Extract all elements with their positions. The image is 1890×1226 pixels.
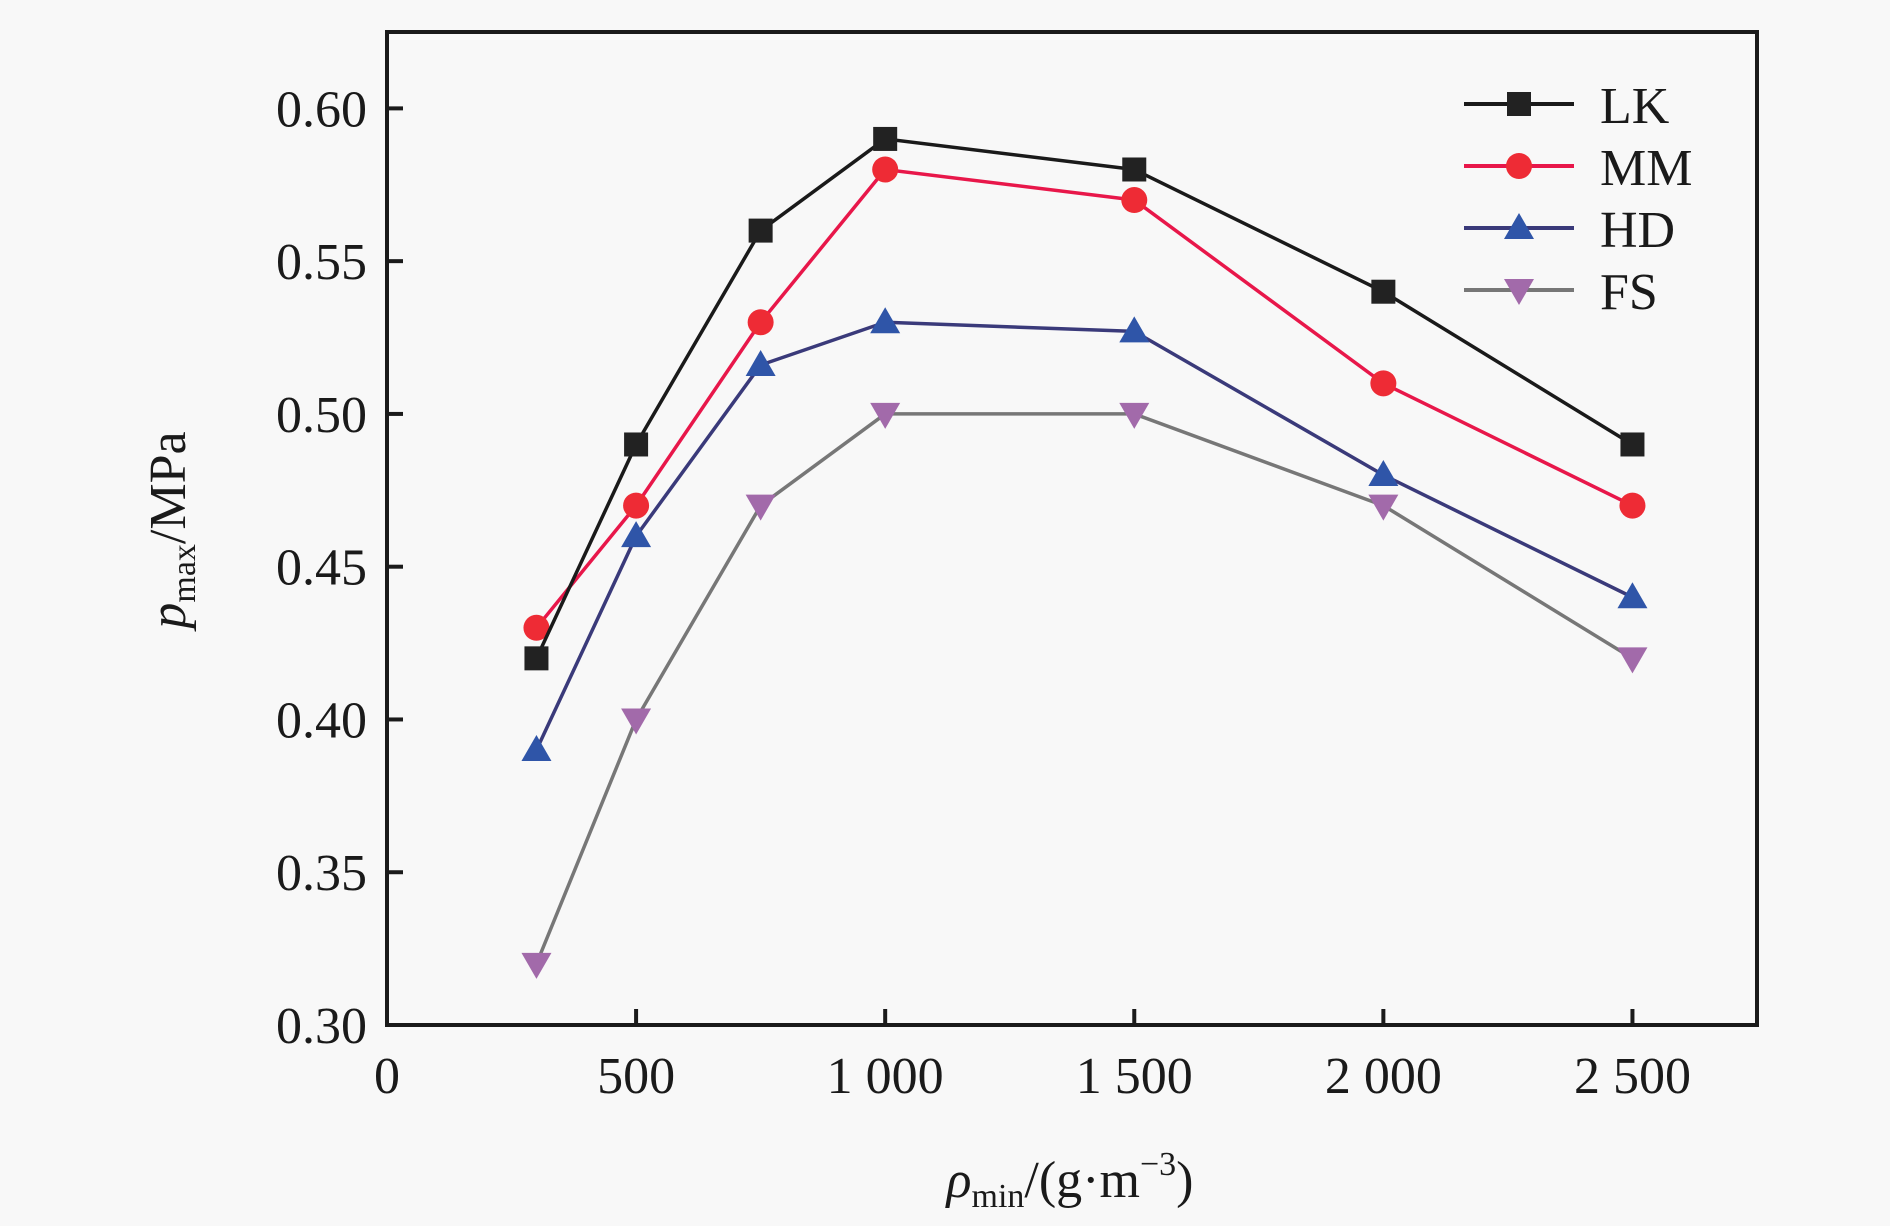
data-point-mm <box>1370 370 1397 397</box>
data-point-hd <box>870 307 901 334</box>
data-point-mm <box>747 309 774 336</box>
data-point-mm <box>1619 492 1646 519</box>
series-lk <box>524 126 1645 671</box>
x-tick-label: 1 500 <box>1076 1048 1193 1105</box>
legend-marker-triangle-down <box>1504 279 1534 305</box>
y-axis-title-symbol: p <box>140 603 197 633</box>
data-point-mm <box>623 492 650 519</box>
data-point-hd <box>1119 316 1150 343</box>
x-tick-label: 0 <box>374 1048 400 1105</box>
data-point-hd <box>1617 582 1648 609</box>
data-point-mm <box>872 156 899 183</box>
x-tick-label: 2 000 <box>1325 1048 1442 1105</box>
legend-marker-square <box>1507 92 1531 116</box>
series-line-lk <box>534 137 1634 660</box>
data-point-lk <box>1122 157 1147 182</box>
series-layer <box>521 126 1648 979</box>
data-point-lk <box>524 646 549 671</box>
plot-frame <box>385 30 1759 1027</box>
x-tick-label: 2 500 <box>1574 1048 1691 1105</box>
data-point-lk <box>1371 279 1396 304</box>
y-tick-label: 0.55 <box>276 234 367 291</box>
series-fs <box>521 402 1648 979</box>
data-point-fs <box>745 494 776 521</box>
legend-marker-triangle-up <box>1504 213 1534 239</box>
x-axis-title-close: ) <box>1176 1152 1193 1209</box>
y-tick-label: 0.40 <box>276 692 367 749</box>
y-tick-label: 0.60 <box>276 81 367 138</box>
series-line-fs <box>534 412 1634 965</box>
x-axis-title-symbol: ρ <box>945 1152 972 1209</box>
x-tick-label: 500 <box>597 1048 675 1105</box>
y-axis: 0.30 0.35 0.40 0.45 0.50 0.55 0.60 <box>276 81 403 1055</box>
x-axis-title: ρmin/(g·m−3) <box>945 1146 1194 1215</box>
legend-item-mm: MM <box>1464 140 1692 197</box>
x-axis-title-unit: /(g·m <box>1024 1152 1140 1209</box>
series-mm <box>523 156 1646 641</box>
y-axis-title: pmax/MPa <box>140 431 203 632</box>
data-point-fs <box>1368 494 1399 521</box>
data-point-lk <box>624 432 649 457</box>
x-tick-label: 1 000 <box>827 1048 944 1105</box>
legend-marker-circle <box>1506 153 1532 179</box>
data-point-fs <box>870 402 901 429</box>
data-point-hd <box>745 350 776 377</box>
y-axis-title-subscript: max <box>166 544 203 603</box>
legend-label: LK <box>1600 78 1670 135</box>
legend-label: FS <box>1600 264 1658 321</box>
data-point-hd <box>621 521 652 548</box>
legend-label: HD <box>1600 202 1675 259</box>
x-axis-title-superscript: −3 <box>1140 1146 1176 1183</box>
y-axis-title-unit: /MPa <box>140 431 197 544</box>
data-point-hd <box>1368 460 1399 487</box>
series-hd <box>521 307 1648 762</box>
legend-item-lk: LK <box>1464 78 1670 135</box>
y-tick-label: 0.30 <box>276 998 367 1055</box>
data-point-fs <box>621 708 652 735</box>
data-point-mm <box>1121 187 1148 214</box>
data-point-hd <box>521 735 552 762</box>
y-tick-label: 0.35 <box>276 845 367 902</box>
data-point-lk <box>873 126 898 151</box>
y-tick-label: 0.45 <box>276 540 367 597</box>
y-tick-label: 0.50 <box>276 387 367 444</box>
data-point-lk <box>748 218 773 243</box>
x-axis-title-subscript: min <box>972 1178 1025 1215</box>
legend-item-fs: FS <box>1464 264 1658 321</box>
data-point-fs <box>521 952 552 979</box>
data-point-fs <box>1119 402 1150 429</box>
legend-item-hd: HD <box>1464 202 1675 259</box>
data-point-lk <box>1620 432 1645 457</box>
series-line-hd <box>534 320 1634 751</box>
data-point-fs <box>1617 647 1648 674</box>
data-point-mm <box>523 614 550 641</box>
legend-label: MM <box>1600 140 1692 197</box>
x-axis: 0 500 1 000 1 500 2 000 2 500 <box>374 1009 1691 1105</box>
